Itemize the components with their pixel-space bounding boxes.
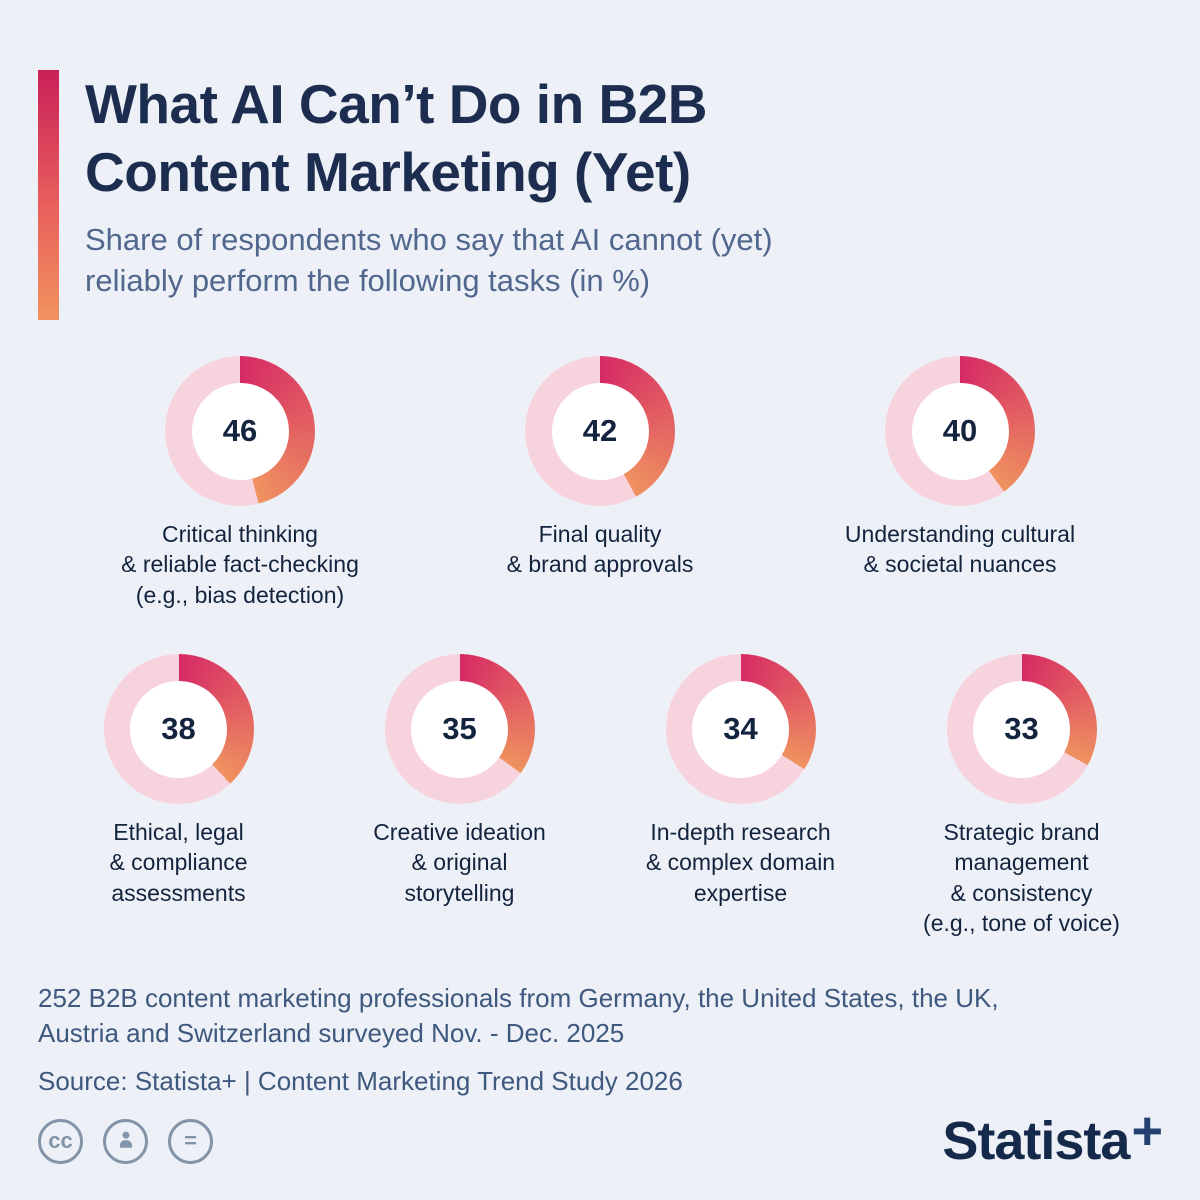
donut-chart: 38 [103, 654, 254, 805]
footer-notes: 252 B2B content marketing professionals … [38, 981, 1162, 1101]
donut-label: Creative ideation & original storytellin… [373, 819, 546, 906]
donut-label: Understanding cultural & societal nuance… [844, 521, 1076, 578]
cc-icon-label: cc [48, 1128, 73, 1153]
donut-chart: 46 [165, 356, 315, 506]
license-icons: cc = [38, 1118, 213, 1164]
donut-chart: 35 [384, 654, 535, 805]
survey-note: 252 B2B content marketing professionals … [38, 982, 999, 1049]
donut-label: Critical thinking & reliable fact-checki… [121, 521, 359, 608]
donut-cell: 46 Critical thinking & reliable fact-che… [60, 356, 420, 610]
donut-cell: 34 In-depth research & complex domain ex… [600, 654, 881, 938]
donut-row-2: 38 Ethical, legal & compliance assessmen… [38, 654, 1162, 938]
statista-logo: Statista+ [942, 1101, 1163, 1172]
attribution-person-icon [103, 1118, 148, 1164]
donut-label: Final quality & brand approvals [506, 521, 694, 578]
statista-logo-text: Statista [942, 1111, 1130, 1171]
donut-value: 33 [973, 680, 1070, 778]
cc-icon: cc [38, 1118, 83, 1164]
plus-icon: + [1131, 1101, 1163, 1162]
accent-bar [38, 70, 59, 320]
donut-cell: 40 Understanding cultural & societal nua… [780, 356, 1140, 610]
donut-row-1: 46 Critical thinking & reliable fact-che… [38, 356, 1162, 610]
donut-value: 46 [191, 382, 289, 480]
bottom-bar: cc = Statista+ [38, 1101, 1163, 1172]
header: What AI Can’t Do in B2B Content Marketin… [38, 70, 1162, 320]
header-text: What AI Can’t Do in B2B Content Marketin… [85, 70, 773, 320]
person-icon [119, 1131, 132, 1148]
donut-label: Ethical, legal & compliance assessments [109, 819, 248, 906]
donut-chart: 34 [665, 654, 816, 805]
donut-value: 34 [692, 680, 789, 778]
donut-cell: 33 Strategic brand management & consiste… [881, 654, 1162, 938]
no-derivatives-icon: = [168, 1118, 213, 1164]
donut-value: 35 [411, 680, 508, 778]
page-subtitle: Share of respondents who say that AI can… [85, 222, 773, 299]
donut-cell: 42 Final quality & brand approvals [420, 356, 780, 610]
donut-cell: 38 Ethical, legal & compliance assessmen… [38, 654, 319, 938]
donut-value: 40 [911, 382, 1009, 480]
donut-label: In-depth research & complex domain exper… [645, 819, 836, 906]
donut-chart: 40 [885, 356, 1035, 506]
source-note: Source: Statista+ | Content Marketing Tr… [38, 1066, 683, 1097]
donut-chart: 42 [525, 356, 675, 506]
donut-label: Strategic brand management & consistency… [923, 819, 1120, 937]
donut-value: 42 [551, 382, 649, 480]
page-title: What AI Can’t Do in B2B Content Marketin… [85, 73, 707, 204]
donut-cell: 35 Creative ideation & original storytel… [319, 654, 600, 938]
donut-value: 38 [130, 680, 227, 778]
donut-chart: 33 [946, 654, 1097, 805]
equals-icon-label: = [184, 1128, 197, 1153]
